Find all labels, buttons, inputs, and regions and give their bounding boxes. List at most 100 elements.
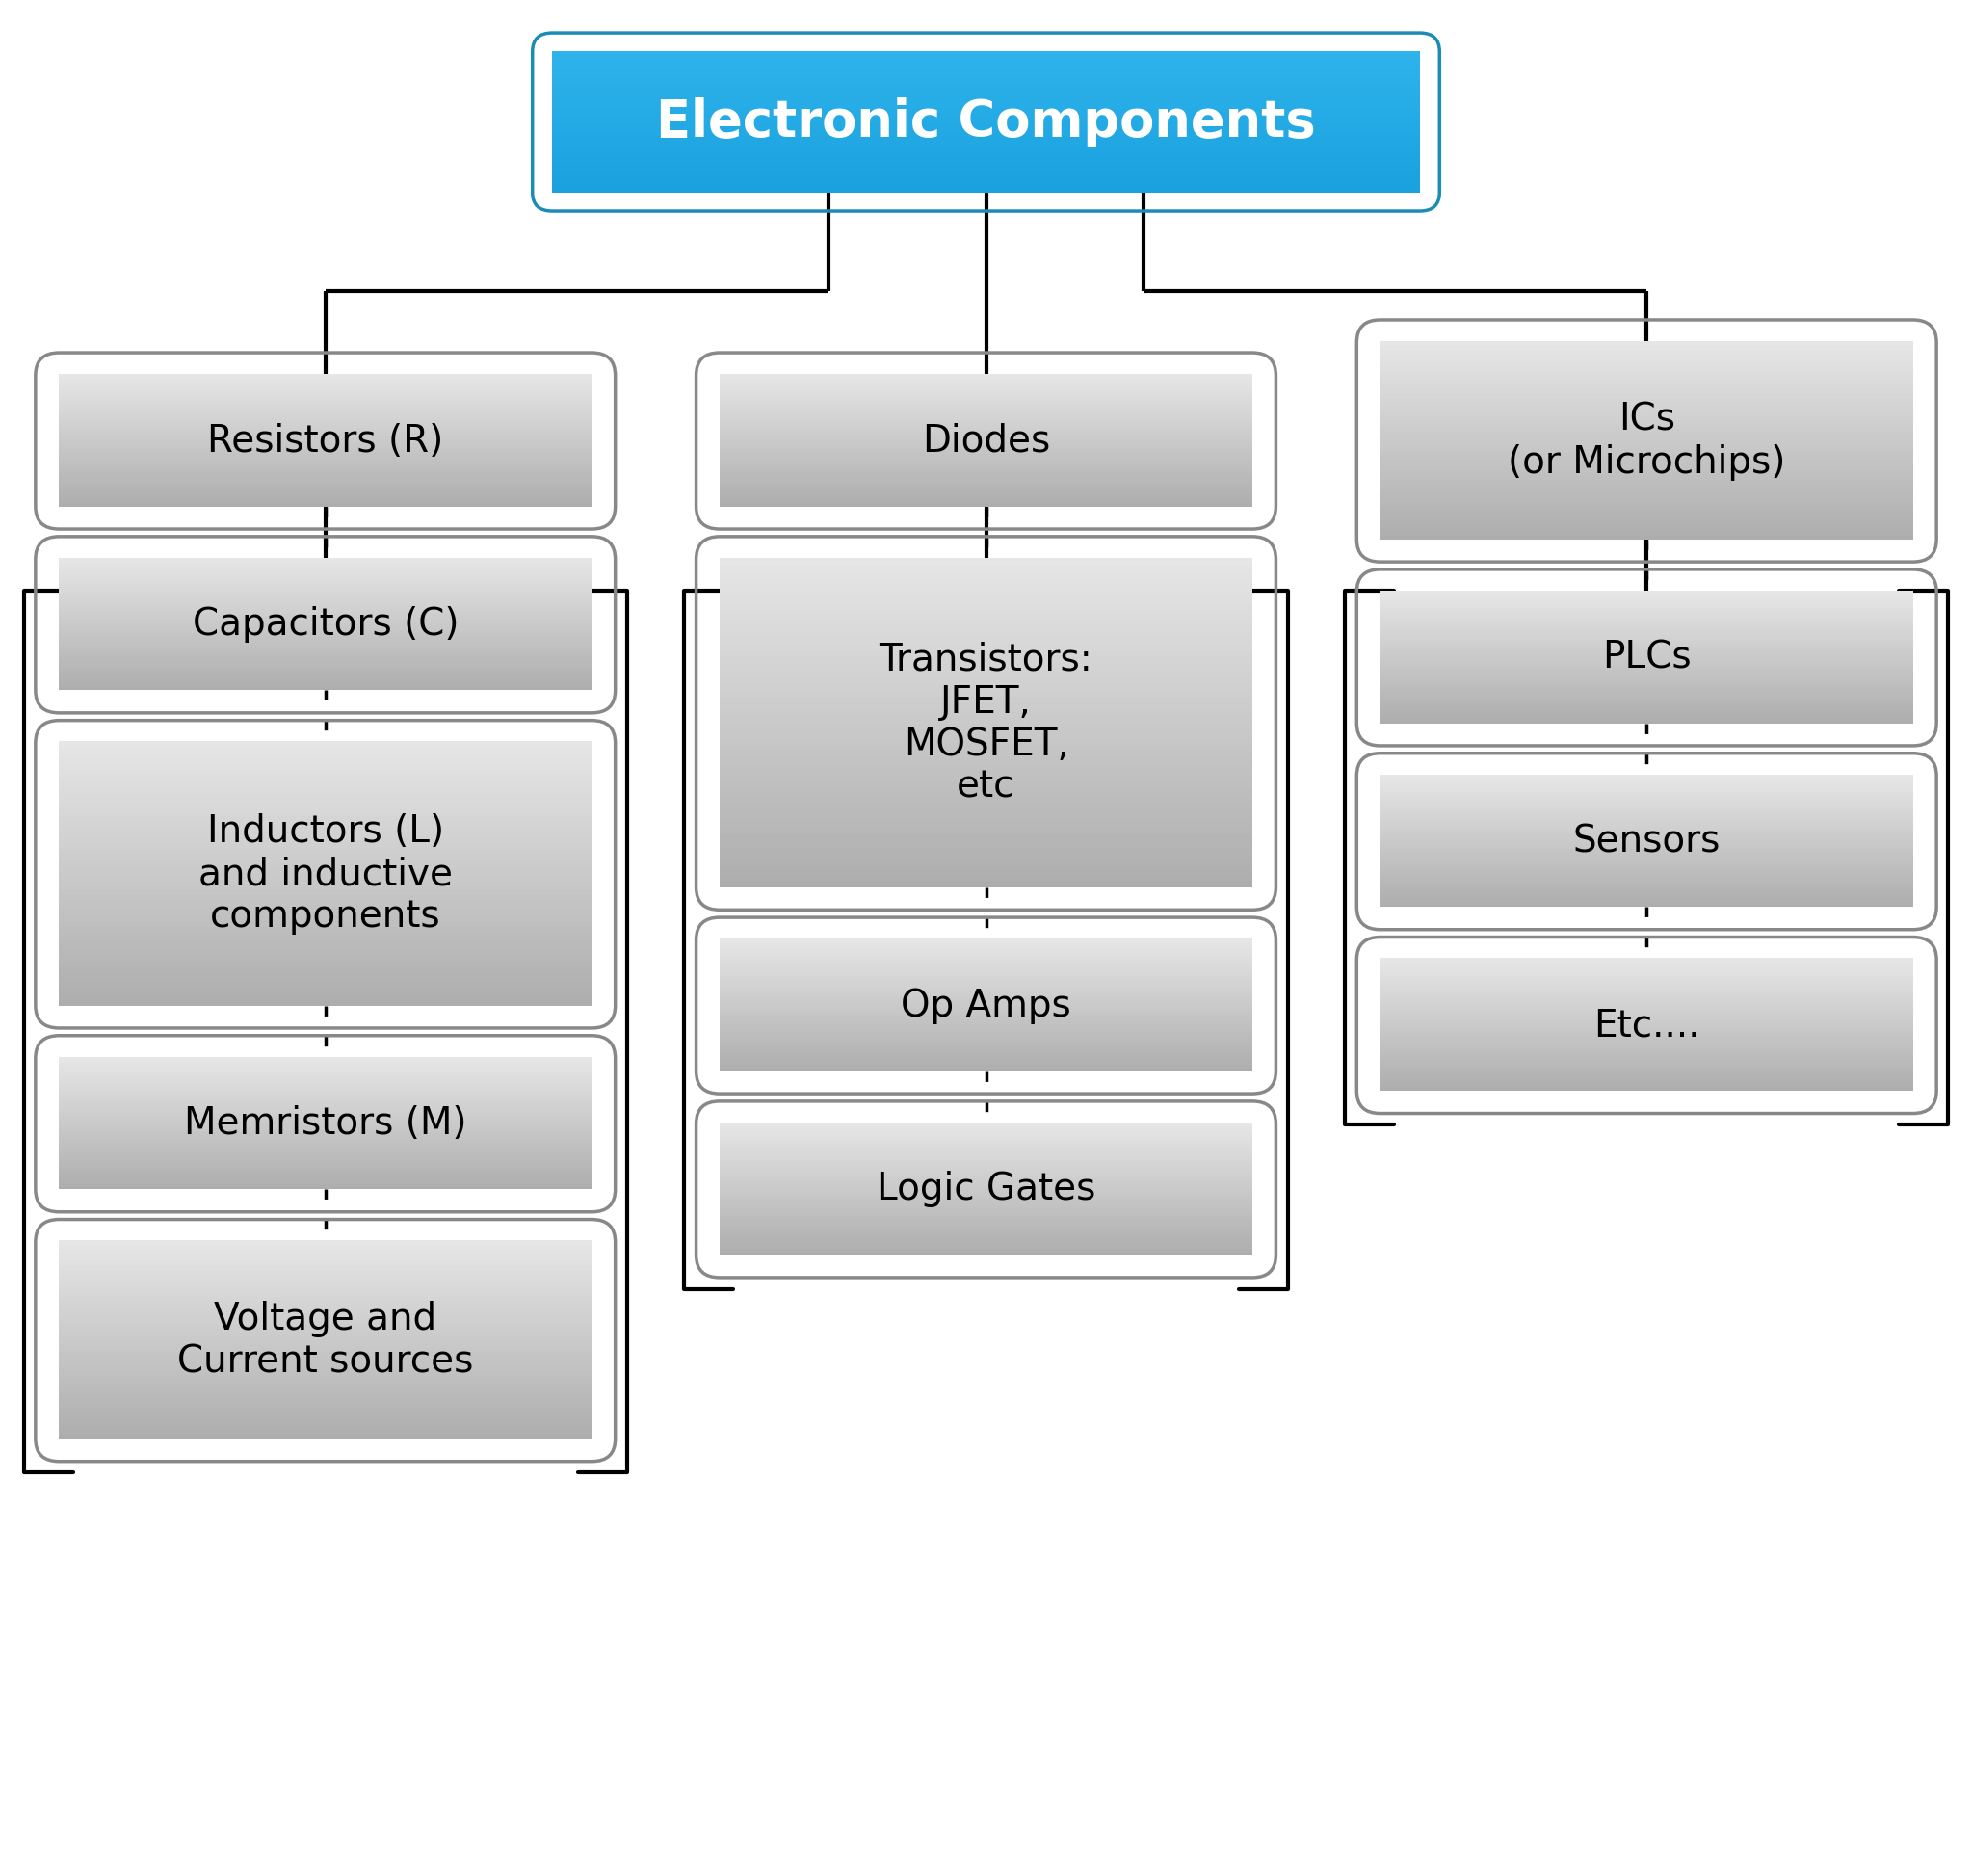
Bar — [1380, 690, 1913, 694]
Bar — [720, 1009, 1252, 1013]
Bar — [1380, 428, 1913, 433]
Bar — [59, 576, 592, 580]
Bar — [59, 439, 592, 443]
Bar — [59, 565, 592, 570]
Bar — [552, 176, 1420, 180]
Bar — [59, 1272, 592, 1278]
Bar — [59, 627, 592, 630]
Bar — [59, 884, 592, 889]
Bar — [59, 1319, 592, 1324]
Bar — [720, 1180, 1252, 1184]
Bar — [59, 1311, 592, 1317]
Bar — [720, 1148, 1252, 1152]
Bar — [59, 1323, 592, 1328]
Bar — [59, 779, 592, 784]
Bar — [1380, 833, 1913, 837]
Bar — [720, 767, 1252, 777]
Bar — [59, 1244, 592, 1249]
Bar — [720, 597, 1252, 604]
Bar — [59, 1069, 592, 1073]
Bar — [720, 1036, 1252, 1039]
Bar — [1380, 1026, 1913, 1030]
Bar — [1380, 803, 1913, 807]
Bar — [720, 675, 1252, 683]
Bar — [552, 137, 1420, 141]
Bar — [1380, 711, 1913, 715]
Bar — [1380, 450, 1913, 456]
Bar — [59, 1088, 592, 1092]
Bar — [59, 473, 592, 478]
Bar — [59, 604, 592, 610]
Bar — [59, 1351, 592, 1356]
Bar — [59, 418, 592, 422]
Bar — [720, 1193, 1252, 1197]
Bar — [720, 709, 1252, 717]
Bar — [59, 497, 592, 501]
Bar — [59, 1296, 592, 1302]
Bar — [720, 1165, 1252, 1169]
Bar — [59, 657, 592, 662]
Bar — [59, 794, 592, 801]
Bar — [59, 621, 592, 625]
Bar — [59, 460, 592, 465]
Bar — [1380, 777, 1913, 780]
Bar — [59, 1101, 592, 1105]
Bar — [720, 1208, 1252, 1214]
Bar — [59, 1343, 592, 1349]
Bar — [720, 951, 1252, 955]
Bar — [59, 636, 592, 640]
Bar — [720, 957, 1252, 961]
Bar — [59, 482, 592, 486]
Bar — [720, 497, 1252, 501]
Bar — [1380, 713, 1913, 719]
Text: ICs
(or Microchips): ICs (or Microchips) — [1509, 401, 1785, 480]
Bar — [1380, 987, 1913, 991]
Bar — [1380, 985, 1913, 989]
Bar — [59, 563, 592, 567]
Bar — [720, 968, 1252, 972]
Bar — [552, 174, 1420, 178]
Bar — [720, 846, 1252, 855]
Bar — [720, 443, 1252, 446]
Bar — [1380, 1064, 1913, 1067]
Bar — [59, 1077, 592, 1082]
Bar — [1380, 478, 1913, 484]
Bar — [1380, 679, 1913, 685]
Bar — [1380, 503, 1913, 508]
Bar — [720, 450, 1252, 454]
Bar — [720, 499, 1252, 505]
Bar — [720, 617, 1252, 625]
Bar — [59, 1159, 592, 1163]
Bar — [1380, 431, 1913, 437]
Bar — [1380, 392, 1913, 398]
Bar — [1380, 610, 1913, 613]
Bar — [59, 1174, 592, 1178]
Bar — [1380, 640, 1913, 643]
Bar — [720, 840, 1252, 848]
Bar — [1380, 824, 1913, 829]
Bar — [59, 1283, 592, 1289]
Bar — [1380, 981, 1913, 987]
Bar — [1380, 456, 1913, 460]
Bar — [1380, 780, 1913, 784]
Bar — [720, 696, 1252, 704]
Bar — [1380, 861, 1913, 865]
Bar — [720, 762, 1252, 769]
Bar — [552, 171, 1420, 174]
Bar — [1380, 889, 1913, 895]
Bar — [59, 471, 592, 475]
Bar — [59, 1347, 592, 1353]
Bar — [59, 623, 592, 627]
Bar — [59, 1411, 592, 1415]
Bar — [1380, 514, 1913, 520]
Bar — [1380, 638, 1913, 642]
Bar — [1380, 420, 1913, 426]
Bar — [59, 610, 592, 613]
Bar — [59, 670, 592, 675]
Bar — [1380, 666, 1913, 670]
Bar — [720, 702, 1252, 709]
Bar — [59, 386, 592, 390]
Bar — [59, 426, 592, 430]
Bar — [59, 1291, 592, 1296]
Bar — [552, 152, 1420, 156]
